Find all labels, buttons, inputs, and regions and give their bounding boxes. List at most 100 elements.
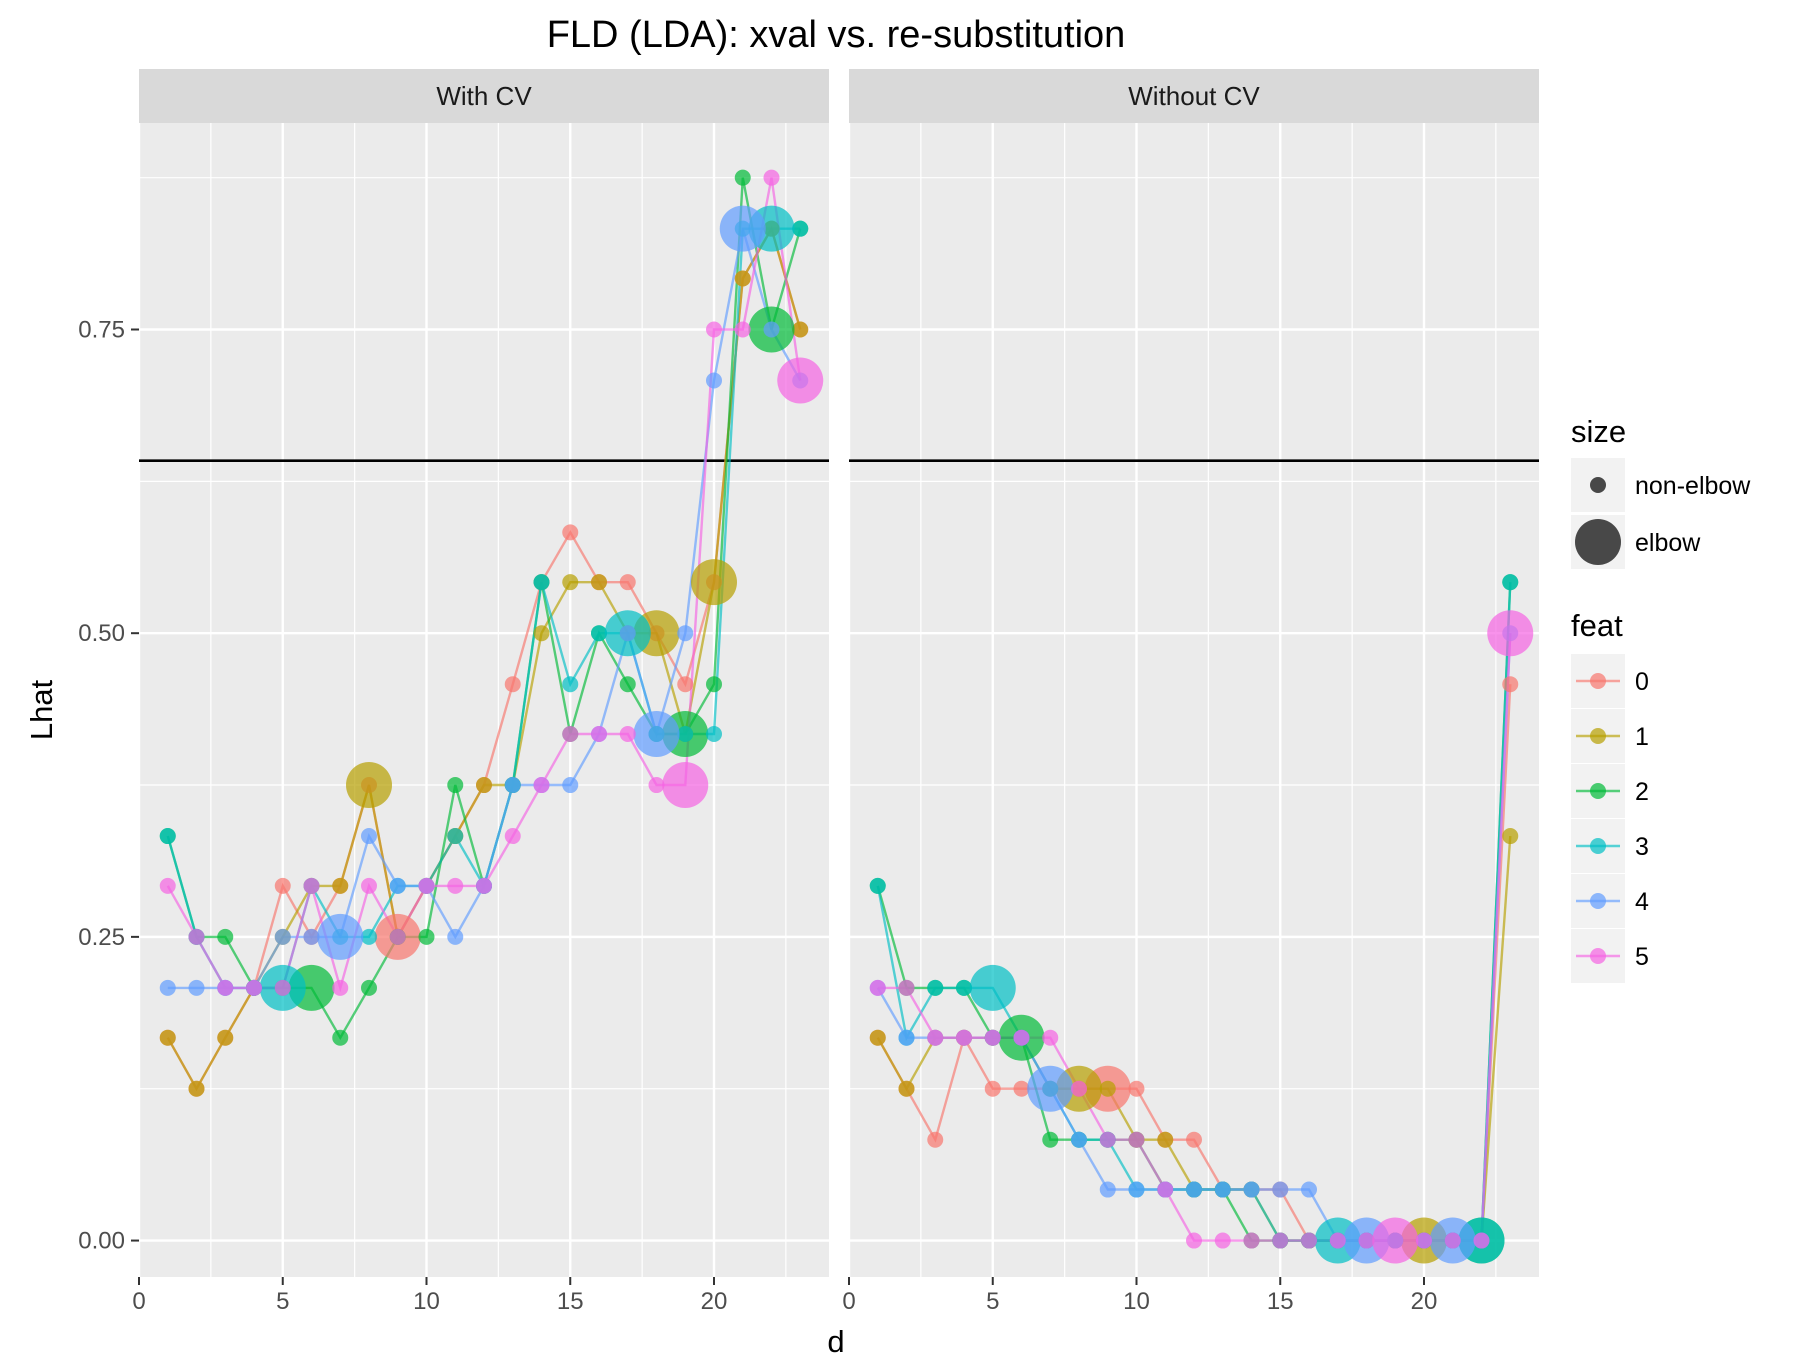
feat-legend-label: 3	[1635, 833, 1649, 861]
x-tick-label: 0	[842, 1288, 855, 1315]
data-point-feat-5-d1	[159, 877, 176, 894]
data-point-feat-3-d15	[562, 676, 579, 693]
x-tick-label: 15	[557, 1288, 584, 1315]
strip-label: With CV	[436, 81, 532, 111]
feat-legend-label: 1	[1635, 723, 1649, 751]
data-point-feat-4-d14	[1243, 1181, 1260, 1198]
data-point-feat-5-d7	[332, 979, 349, 996]
data-point-feat-4-d9	[1099, 1181, 1116, 1198]
data-point-feat-2-d8	[361, 979, 377, 996]
data-point-feat-5-d15	[562, 726, 579, 743]
data-point-feat-5-d14	[1243, 1232, 1260, 1249]
data-point-feat-1-d2	[188, 1080, 205, 1097]
x-tick-label: 5	[986, 1288, 999, 1315]
data-point-feat-3-d16	[591, 625, 607, 642]
data-point-feat-4-d2	[898, 1029, 915, 1046]
data-point-feat-5-d5	[274, 979, 291, 996]
data-point-feat-1-d15	[562, 574, 579, 591]
data-point-feat-4-d6	[303, 928, 320, 945]
data-point-feat-4-d13	[1214, 1181, 1231, 1198]
x-tick-label: 10	[413, 1288, 440, 1315]
feat-legend-point-2	[1590, 783, 1606, 799]
data-point-feat-1-d2	[898, 1080, 915, 1097]
data-point-feat-4-d15	[562, 777, 579, 794]
data-point-feat-1-d1	[159, 1029, 176, 1046]
data-point-feat-3-d23	[792, 220, 809, 237]
data-point-feat-1-d16	[591, 574, 607, 591]
size-legend-title: size	[1571, 414, 1626, 449]
data-point-feat-4-d15	[1272, 1181, 1289, 1198]
data-point-feat-1-d11	[1157, 1131, 1174, 1148]
data-point-feat-5-d12	[476, 877, 492, 894]
x-tick-label: 5	[276, 1288, 289, 1315]
data-point-feat-0-d17	[619, 574, 636, 591]
data-point-feat-5-d17	[619, 726, 636, 743]
data-point-feat-4-d22	[763, 321, 780, 338]
elbow-point-feat-1-d8	[346, 762, 392, 809]
feat-legend-title: feat	[1571, 608, 1623, 643]
size-legend-key-non-elbow	[1590, 477, 1606, 493]
data-point-feat-5-d20	[706, 321, 722, 338]
data-point-feat-5-d15	[1272, 1232, 1289, 1249]
elbow-point-feat-5-d23	[1487, 610, 1534, 657]
data-point-feat-1-d21	[734, 270, 751, 287]
data-point-feat-3-d1	[159, 828, 176, 845]
data-point-feat-1-d23	[792, 321, 809, 338]
data-point-feat-4-d10	[1128, 1181, 1145, 1198]
data-point-feat-0-d3	[927, 1131, 944, 1148]
elbow-point-feat-4-d7	[1027, 1065, 1074, 1112]
size-legend-label: elbow	[1635, 529, 1701, 557]
chart-title: FLD (LDA): xval vs. re-substitution	[547, 14, 1126, 56]
data-point-feat-4-d20	[706, 372, 722, 389]
y-axis-title: Lhat	[24, 679, 59, 740]
panel-background	[139, 123, 829, 1277]
data-point-feat-0-d13	[504, 676, 521, 693]
data-point-feat-4-d13	[504, 777, 521, 794]
elbow-point-feat-5-d23	[777, 357, 824, 404]
data-point-feat-5-d16	[591, 726, 607, 743]
elbow-point-feat-4-d21	[719, 205, 766, 252]
elbow-point-feat-5-d19	[662, 762, 709, 809]
data-point-feat-0-d5	[984, 1080, 1001, 1097]
data-point-feat-5-d2	[898, 979, 915, 996]
data-point-feat-5-d6	[303, 877, 320, 894]
data-point-feat-0-d15	[562, 524, 579, 541]
data-point-feat-2-d20	[706, 676, 722, 693]
data-point-feat-4-d19	[677, 625, 694, 642]
legend: size non-elbow elbow feat 0 1 2 3 4 5	[1571, 414, 1751, 983]
data-point-feat-3-d23	[1502, 574, 1519, 591]
feat-legend-point-3	[1590, 838, 1606, 854]
data-point-feat-2-d3	[217, 928, 234, 945]
data-point-feat-3-d8	[361, 928, 377, 945]
data-point-feat-5-d17	[1329, 1232, 1346, 1249]
data-point-feat-4-d16	[1301, 1181, 1317, 1198]
data-point-feat-2-d17	[619, 676, 636, 693]
feat-legend-point-5	[1590, 948, 1606, 964]
data-point-feat-5-d2	[188, 928, 205, 945]
data-point-feat-0-d23	[1502, 676, 1519, 693]
data-point-feat-3-d19	[677, 726, 694, 743]
data-point-feat-4-d8	[1071, 1131, 1087, 1148]
data-point-feat-4-d17	[619, 625, 636, 642]
x-tick-label: 20	[1411, 1288, 1438, 1315]
data-point-feat-5-d7	[1042, 1029, 1059, 1046]
data-point-feat-3-d1	[869, 877, 886, 894]
data-point-feat-0-d12	[1186, 1131, 1202, 1148]
feat-legend-point-0	[1590, 673, 1606, 689]
data-point-feat-5-d10	[418, 877, 435, 894]
elbow-point-feat-1-d20	[691, 559, 737, 606]
data-point-feat-5-d18	[648, 777, 665, 794]
data-point-feat-3-d11	[447, 828, 464, 845]
panel-without-cv: Without CV 0 5 10 15 20	[842, 69, 1539, 1315]
data-point-feat-2-d7	[1042, 1131, 1059, 1148]
data-point-feat-4-d5	[274, 928, 291, 945]
feat-legend-point-4	[1590, 893, 1606, 909]
data-point-feat-5-d8	[1071, 1080, 1087, 1097]
data-point-feat-5-d4	[246, 979, 262, 996]
data-point-feat-3-d20	[706, 726, 722, 743]
x-tick-label: 15	[1267, 1288, 1294, 1315]
feat-legend-label: 0	[1635, 668, 1649, 696]
data-point-feat-1-d3	[217, 1029, 234, 1046]
feat-legend-label: 4	[1635, 888, 1649, 916]
panels: With CV 0 5 10 15 20 0.00 0.25 0.50 0.75 Without C…	[78, 69, 1539, 1315]
